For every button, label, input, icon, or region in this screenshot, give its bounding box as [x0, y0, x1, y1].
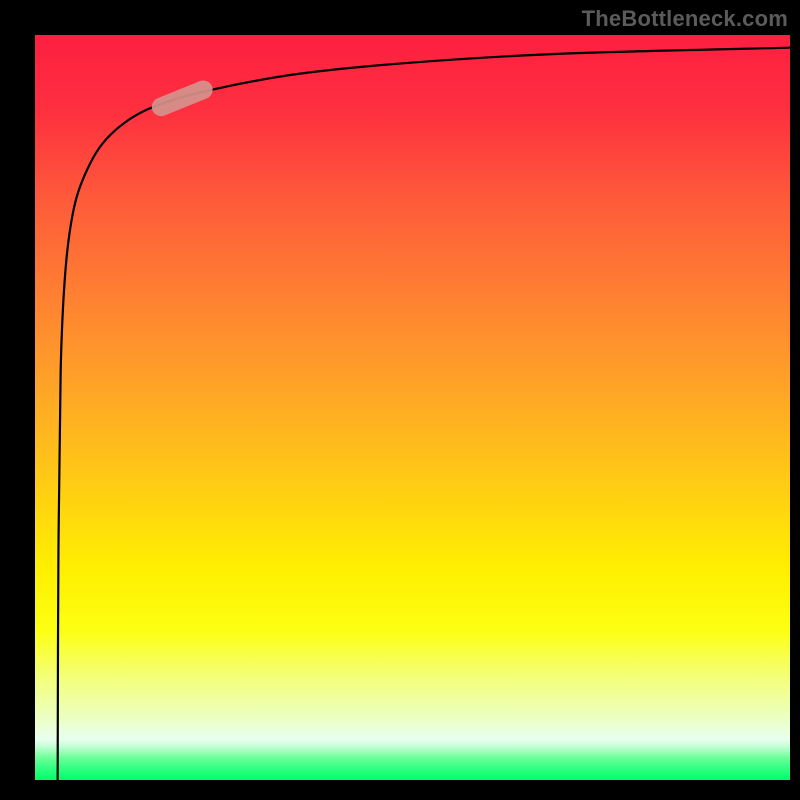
plot-area [35, 35, 790, 780]
watermark-text: TheBottleneck.com [582, 6, 788, 32]
highlight-marker [149, 78, 215, 119]
curve-layer [35, 35, 790, 780]
chart-container: TheBottleneck.com [0, 0, 800, 800]
bottleneck-curve [58, 48, 790, 780]
